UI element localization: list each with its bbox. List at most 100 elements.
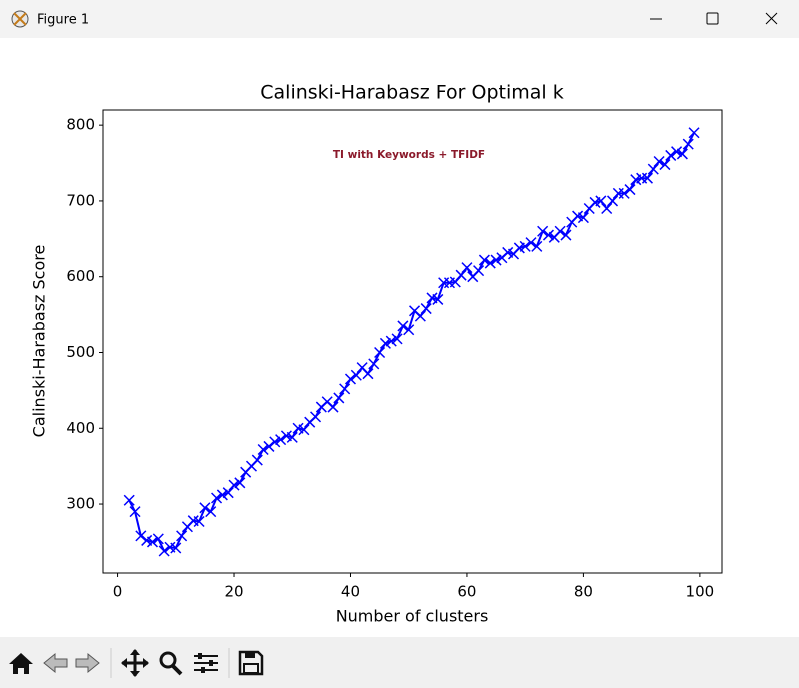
marker	[542, 229, 555, 241]
marker	[397, 320, 409, 332]
forward-button[interactable]	[75, 652, 100, 674]
close-button[interactable]	[765, 12, 778, 25]
x-tick-label: 0	[113, 583, 123, 601]
marker	[228, 479, 240, 491]
marker	[414, 310, 426, 322]
marker	[234, 477, 246, 489]
marker	[211, 492, 223, 504]
marker	[525, 237, 537, 249]
home-button[interactable]	[9, 653, 33, 674]
y-axis-label: Calinski-Harabasz Score	[30, 245, 49, 438]
marker	[490, 254, 502, 266]
marker	[123, 494, 135, 506]
marker	[298, 424, 310, 436]
marker	[146, 536, 159, 548]
marker	[286, 431, 298, 443]
marker	[653, 155, 665, 168]
x-tick-label: 100	[686, 583, 715, 601]
marker	[647, 163, 659, 175]
marker	[385, 335, 397, 347]
window-title: Figure 1	[37, 13, 89, 28]
y-tick-label: 800	[66, 116, 95, 134]
marker	[461, 262, 473, 274]
x-tick-label: 80	[574, 583, 593, 601]
marker	[199, 502, 211, 514]
marker	[368, 358, 380, 370]
marker	[152, 533, 164, 545]
app-icon	[11, 10, 29, 28]
y-tick-label: 700	[66, 191, 95, 209]
marker	[606, 195, 619, 207]
x-axis-label: Number of clusters	[336, 607, 489, 626]
marker	[257, 443, 269, 456]
marker	[374, 346, 386, 359]
marker	[682, 138, 694, 150]
x-tick-label: 60	[457, 583, 476, 601]
marker	[641, 172, 653, 184]
marker	[362, 368, 374, 380]
title-bar	[0, 0, 799, 38]
marker	[478, 254, 490, 266]
plot-frame	[102, 109, 723, 574]
x-tick-label: 20	[224, 583, 243, 601]
toolbar	[0, 637, 799, 688]
marker	[554, 225, 566, 237]
marker	[484, 257, 496, 269]
marker	[327, 401, 339, 413]
y-tick-label: 400	[66, 419, 95, 437]
marker	[275, 434, 287, 446]
marker	[129, 506, 141, 518]
marker	[676, 148, 688, 160]
marker	[216, 489, 228, 501]
marker	[205, 506, 217, 518]
marker	[339, 383, 351, 395]
marker	[560, 229, 572, 241]
marker	[379, 337, 391, 349]
y-tick-label: 300	[66, 495, 95, 513]
marker	[688, 127, 700, 139]
marker	[344, 373, 357, 385]
marker	[333, 392, 345, 404]
y-tick-label: 600	[66, 267, 95, 285]
chart-title: Calinski-Harabasz For Optimal k	[260, 82, 564, 104]
marker	[624, 184, 636, 196]
marker	[659, 159, 671, 171]
marker	[577, 212, 589, 224]
marker	[158, 545, 170, 557]
maximize-button[interactable]	[706, 12, 719, 25]
marker	[601, 202, 613, 215]
x-tick-label: 40	[341, 583, 360, 601]
marker	[170, 542, 182, 554]
marker	[350, 369, 362, 381]
marker	[420, 303, 432, 315]
save-button[interactable]	[238, 650, 264, 676]
configure-button[interactable]	[194, 653, 218, 673]
marker	[251, 454, 263, 466]
marker	[263, 440, 275, 452]
marker	[519, 240, 531, 252]
marker	[618, 187, 630, 199]
marker	[310, 411, 322, 423]
y-tick-label: 500	[66, 343, 95, 361]
marker	[537, 225, 549, 237]
marker	[595, 195, 607, 207]
marker	[193, 515, 205, 528]
marker	[222, 487, 234, 499]
marker	[135, 530, 147, 542]
zoom-button[interactable]	[159, 651, 183, 676]
annotation: TI with Keywords + TFIDF	[333, 149, 485, 161]
marker	[176, 530, 188, 542]
marker	[671, 146, 683, 158]
marker	[269, 436, 281, 448]
marker	[473, 265, 485, 277]
pan-button[interactable]	[121, 649, 149, 677]
back-button[interactable]	[43, 652, 68, 674]
marker	[455, 269, 467, 281]
marker	[403, 324, 415, 336]
marker	[391, 333, 403, 345]
marker	[432, 293, 444, 305]
marker	[665, 149, 677, 161]
marker	[531, 240, 543, 252]
plot: Calinski-Harabasz For Optimal k TI with …	[30, 82, 723, 626]
